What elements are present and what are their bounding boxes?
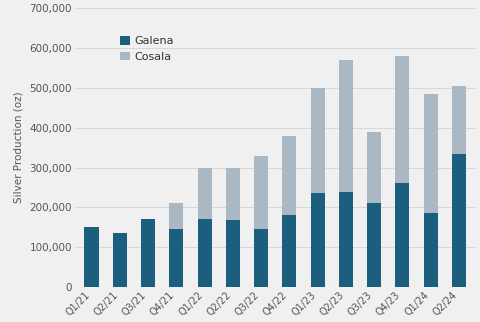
Legend: Galena, Cosala: Galena, Cosala (120, 36, 174, 62)
Bar (452, 154, 466, 287)
Bar (311, 194, 324, 287)
Bar (282, 136, 297, 215)
Bar (197, 167, 212, 219)
Bar (367, 132, 381, 204)
Bar (141, 219, 155, 287)
Bar (254, 156, 268, 229)
Bar (169, 204, 183, 229)
Bar (423, 94, 438, 213)
Bar (396, 184, 409, 287)
Bar (282, 215, 297, 287)
Bar (169, 229, 183, 287)
Bar (84, 227, 98, 287)
Bar (367, 204, 381, 287)
Bar (197, 219, 212, 287)
Bar (254, 229, 268, 287)
Bar (113, 233, 127, 287)
Bar (311, 88, 324, 194)
Bar (423, 213, 438, 287)
Bar (339, 60, 353, 192)
Bar (339, 192, 353, 287)
Bar (396, 56, 409, 184)
Bar (452, 86, 466, 154)
Bar (226, 220, 240, 287)
Bar (226, 167, 240, 220)
Y-axis label: Silver Production (oz): Silver Production (oz) (14, 92, 24, 204)
